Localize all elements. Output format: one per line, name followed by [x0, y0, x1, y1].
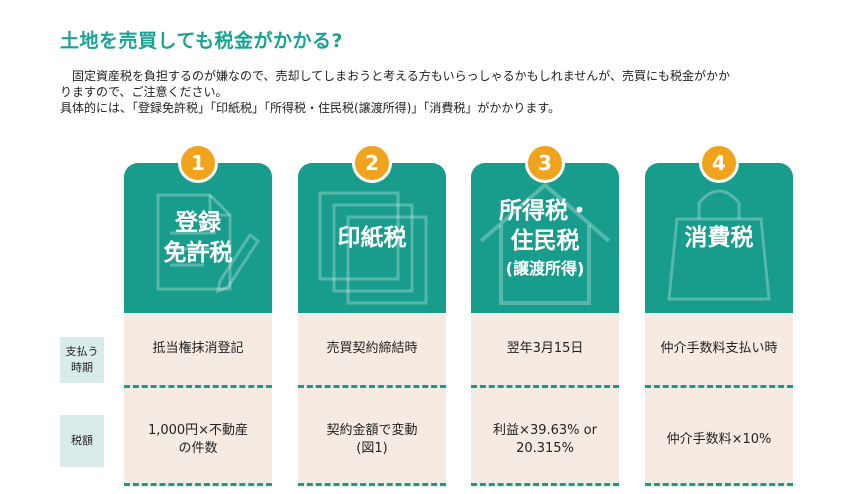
tax-details: 仲介手数料支払い時 仲介手数料×10%	[645, 313, 793, 487]
intro-line-1: 固定資産税を負担するのが嫌なので、売却してしまおうと考える方もいらっしゃるかもし…	[72, 69, 730, 83]
tax-name-line-2: 免許税	[163, 240, 233, 266]
tax-name: 消費税	[645, 163, 793, 313]
tax-amount-line-1: 1,000円×不動産	[147, 423, 249, 438]
divider	[471, 385, 619, 388]
payment-timing-cell: 抵当権抹消登記	[152, 341, 244, 356]
divider	[298, 483, 446, 486]
tax-details: 売買契約締結時 契約金額で変動 (図1)	[298, 313, 446, 487]
tax-amount-cell: 1,000円×不動産 の件数	[124, 395, 272, 485]
row-label-payment-timing: 支払う 時期	[60, 337, 104, 383]
row-label-tax-amount: 税額	[60, 415, 104, 467]
tax-card: 印紙税	[298, 163, 446, 313]
divider	[124, 385, 272, 388]
tax-details: 抵当権抹消登記 1,000円×不動産 の件数	[124, 313, 272, 487]
tax-name-line-1: 消費税	[684, 225, 754, 251]
tax-name: 登録 免許税	[124, 163, 272, 313]
tax-name-sub: (譲渡所得)	[505, 259, 585, 278]
payment-timing-cell: 仲介手数料支払い時	[660, 341, 778, 356]
tax-card: 所得税・ 住民税 (譲渡所得)	[471, 163, 619, 313]
intro-line-2: りますので、ご注意ください。	[60, 85, 228, 99]
tax-amount-cell: 仲介手数料×10%	[645, 395, 793, 485]
intro-line-3: 具体的には、「登録免許税」「印紙税」「所得税・住民税(譲渡所得)」「消費税」がか…	[60, 101, 561, 115]
row-label-payment-timing-text: 支払う 時期	[65, 345, 99, 374]
document-pencil-icon	[156, 193, 261, 294]
tax-amount-cell: 契約金額で変動 (図1)	[298, 395, 446, 485]
divider	[298, 385, 446, 388]
divider	[471, 483, 619, 486]
tax-name-line-2: 住民税	[510, 228, 580, 254]
intro-text: 固定資産税を負担するのが嫌なので、売却してしまおうと考える方もいらっしゃるかもし…	[60, 68, 800, 116]
tax-name-line-1: 登録	[175, 210, 221, 236]
number-badge: 1	[178, 143, 218, 183]
stacked-papers-icon	[318, 191, 428, 305]
tax-amount-line-2: (図1)	[356, 441, 388, 456]
tax-amount-line-2: の件数	[178, 441, 218, 456]
tax-amount-line-1: 利益×39.63% or	[493, 423, 597, 438]
row-label-tax-amount-text: 税額	[71, 434, 93, 447]
divider	[645, 385, 793, 388]
tax-amount-cell: 利益×39.63% or 20.315%	[471, 395, 619, 485]
page-title: 土地を売買しても税金がかかる?	[60, 30, 344, 52]
tax-name-line-1: 印紙税	[337, 225, 407, 251]
payment-timing-cell: 売買契約締結時	[326, 341, 418, 356]
shopping-bag-icon	[667, 189, 771, 301]
number-badge: 4	[699, 143, 739, 183]
tax-amount-line-2: 20.315%	[516, 441, 574, 456]
tax-amount-line-1: 契約金額で変動	[326, 423, 418, 438]
number-badge: 2	[352, 143, 392, 183]
number-badge: 3	[525, 143, 565, 183]
divider	[645, 483, 793, 486]
house-icon	[479, 182, 611, 305]
tax-card: 消費税	[645, 163, 793, 313]
tax-amount-line-1: 仲介手数料×10%	[666, 432, 772, 447]
tax-name-line-1: 所得税・	[499, 198, 591, 224]
tax-card: 登録 免許税	[124, 163, 272, 313]
tax-name: 所得税・ 住民税 (譲渡所得)	[471, 163, 619, 313]
payment-timing-cell: 翌年3月15日	[506, 341, 584, 356]
tax-name: 印紙税	[298, 163, 446, 313]
tax-details: 翌年3月15日 利益×39.63% or 20.315%	[471, 313, 619, 487]
divider	[124, 483, 272, 486]
